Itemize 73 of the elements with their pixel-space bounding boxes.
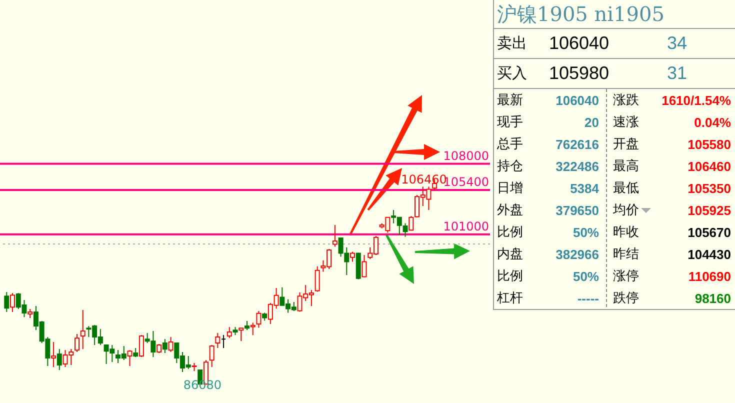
candlestick	[74, 334, 80, 352]
text: 34	[667, 33, 688, 54]
annotation: 86080	[183, 378, 222, 392]
candlestick	[250, 322, 256, 336]
text: 0.04%	[693, 114, 731, 130]
candlestick	[28, 308, 33, 319]
text: 50%	[572, 268, 599, 284]
text: 1610/1.54%	[660, 92, 731, 108]
candlestick	[314, 266, 320, 292]
text: 开盘	[612, 135, 640, 153]
candlestick	[127, 350, 132, 367]
text: 速涨	[612, 113, 640, 131]
text: 涨停	[612, 267, 640, 285]
text: 98160	[694, 290, 731, 306]
candlestick	[10, 292, 16, 313]
candlestick	[51, 342, 56, 368]
text: 比例	[496, 223, 524, 241]
candlestick	[56, 348, 62, 371]
text: 最低	[612, 179, 640, 197]
candlestick	[332, 224, 338, 248]
text: 110690	[687, 268, 731, 284]
candlestick	[256, 310, 262, 328]
candlestick	[162, 338, 168, 354]
candlestick	[168, 336, 174, 352]
text: 322486	[554, 158, 599, 174]
text: 104430	[686, 246, 731, 262]
ref-line-label: 108000	[443, 148, 489, 163]
text: 106040	[549, 33, 610, 54]
text: 最新	[496, 91, 524, 109]
text: 50%	[572, 224, 599, 240]
text: 105580	[686, 136, 731, 152]
candlestick	[350, 251, 356, 262]
candlestick	[362, 254, 367, 278]
candlestick	[138, 334, 144, 358]
text: 比例	[496, 267, 524, 285]
text: 105670	[686, 224, 731, 240]
candlestick	[408, 216, 414, 232]
text: 379650	[554, 202, 599, 218]
candlestick	[80, 310, 86, 350]
text: 杠杆	[496, 289, 524, 307]
text: 382966	[554, 246, 599, 262]
text: 涨跌	[612, 91, 640, 109]
candlestick	[215, 332, 220, 349]
text: 均价	[612, 201, 640, 219]
text: 昨收	[612, 223, 640, 241]
text: 最高	[612, 157, 640, 175]
text: 20	[584, 114, 599, 130]
text: 总手	[496, 135, 524, 153]
text: 卖出	[496, 34, 528, 53]
text: 106460	[686, 158, 731, 174]
candlestick	[4, 292, 10, 313]
ref-line-label: 101000	[443, 219, 489, 234]
text: 日增	[496, 179, 524, 197]
text: 105350	[686, 180, 731, 196]
text: -----	[576, 290, 599, 306]
text: 762616	[554, 136, 599, 152]
text: 外盘	[496, 201, 524, 219]
text: 持仓	[496, 157, 524, 175]
text: 内盘	[496, 245, 524, 263]
text: 昨结	[612, 245, 640, 263]
text: 跌停	[612, 289, 640, 307]
text: 106040	[554, 92, 599, 108]
text: 105980	[549, 63, 610, 84]
text: 现手	[496, 113, 524, 131]
text: 105925	[686, 202, 731, 218]
text: 买入	[496, 64, 528, 83]
candlestick	[209, 344, 214, 368]
candlestick	[244, 320, 250, 331]
text: 31	[667, 63, 688, 84]
text: 5384	[569, 180, 599, 196]
text: 沪镍1905 ni1905	[494, 0, 735, 29]
candlestick	[226, 326, 232, 339]
candlestick	[238, 328, 244, 342]
